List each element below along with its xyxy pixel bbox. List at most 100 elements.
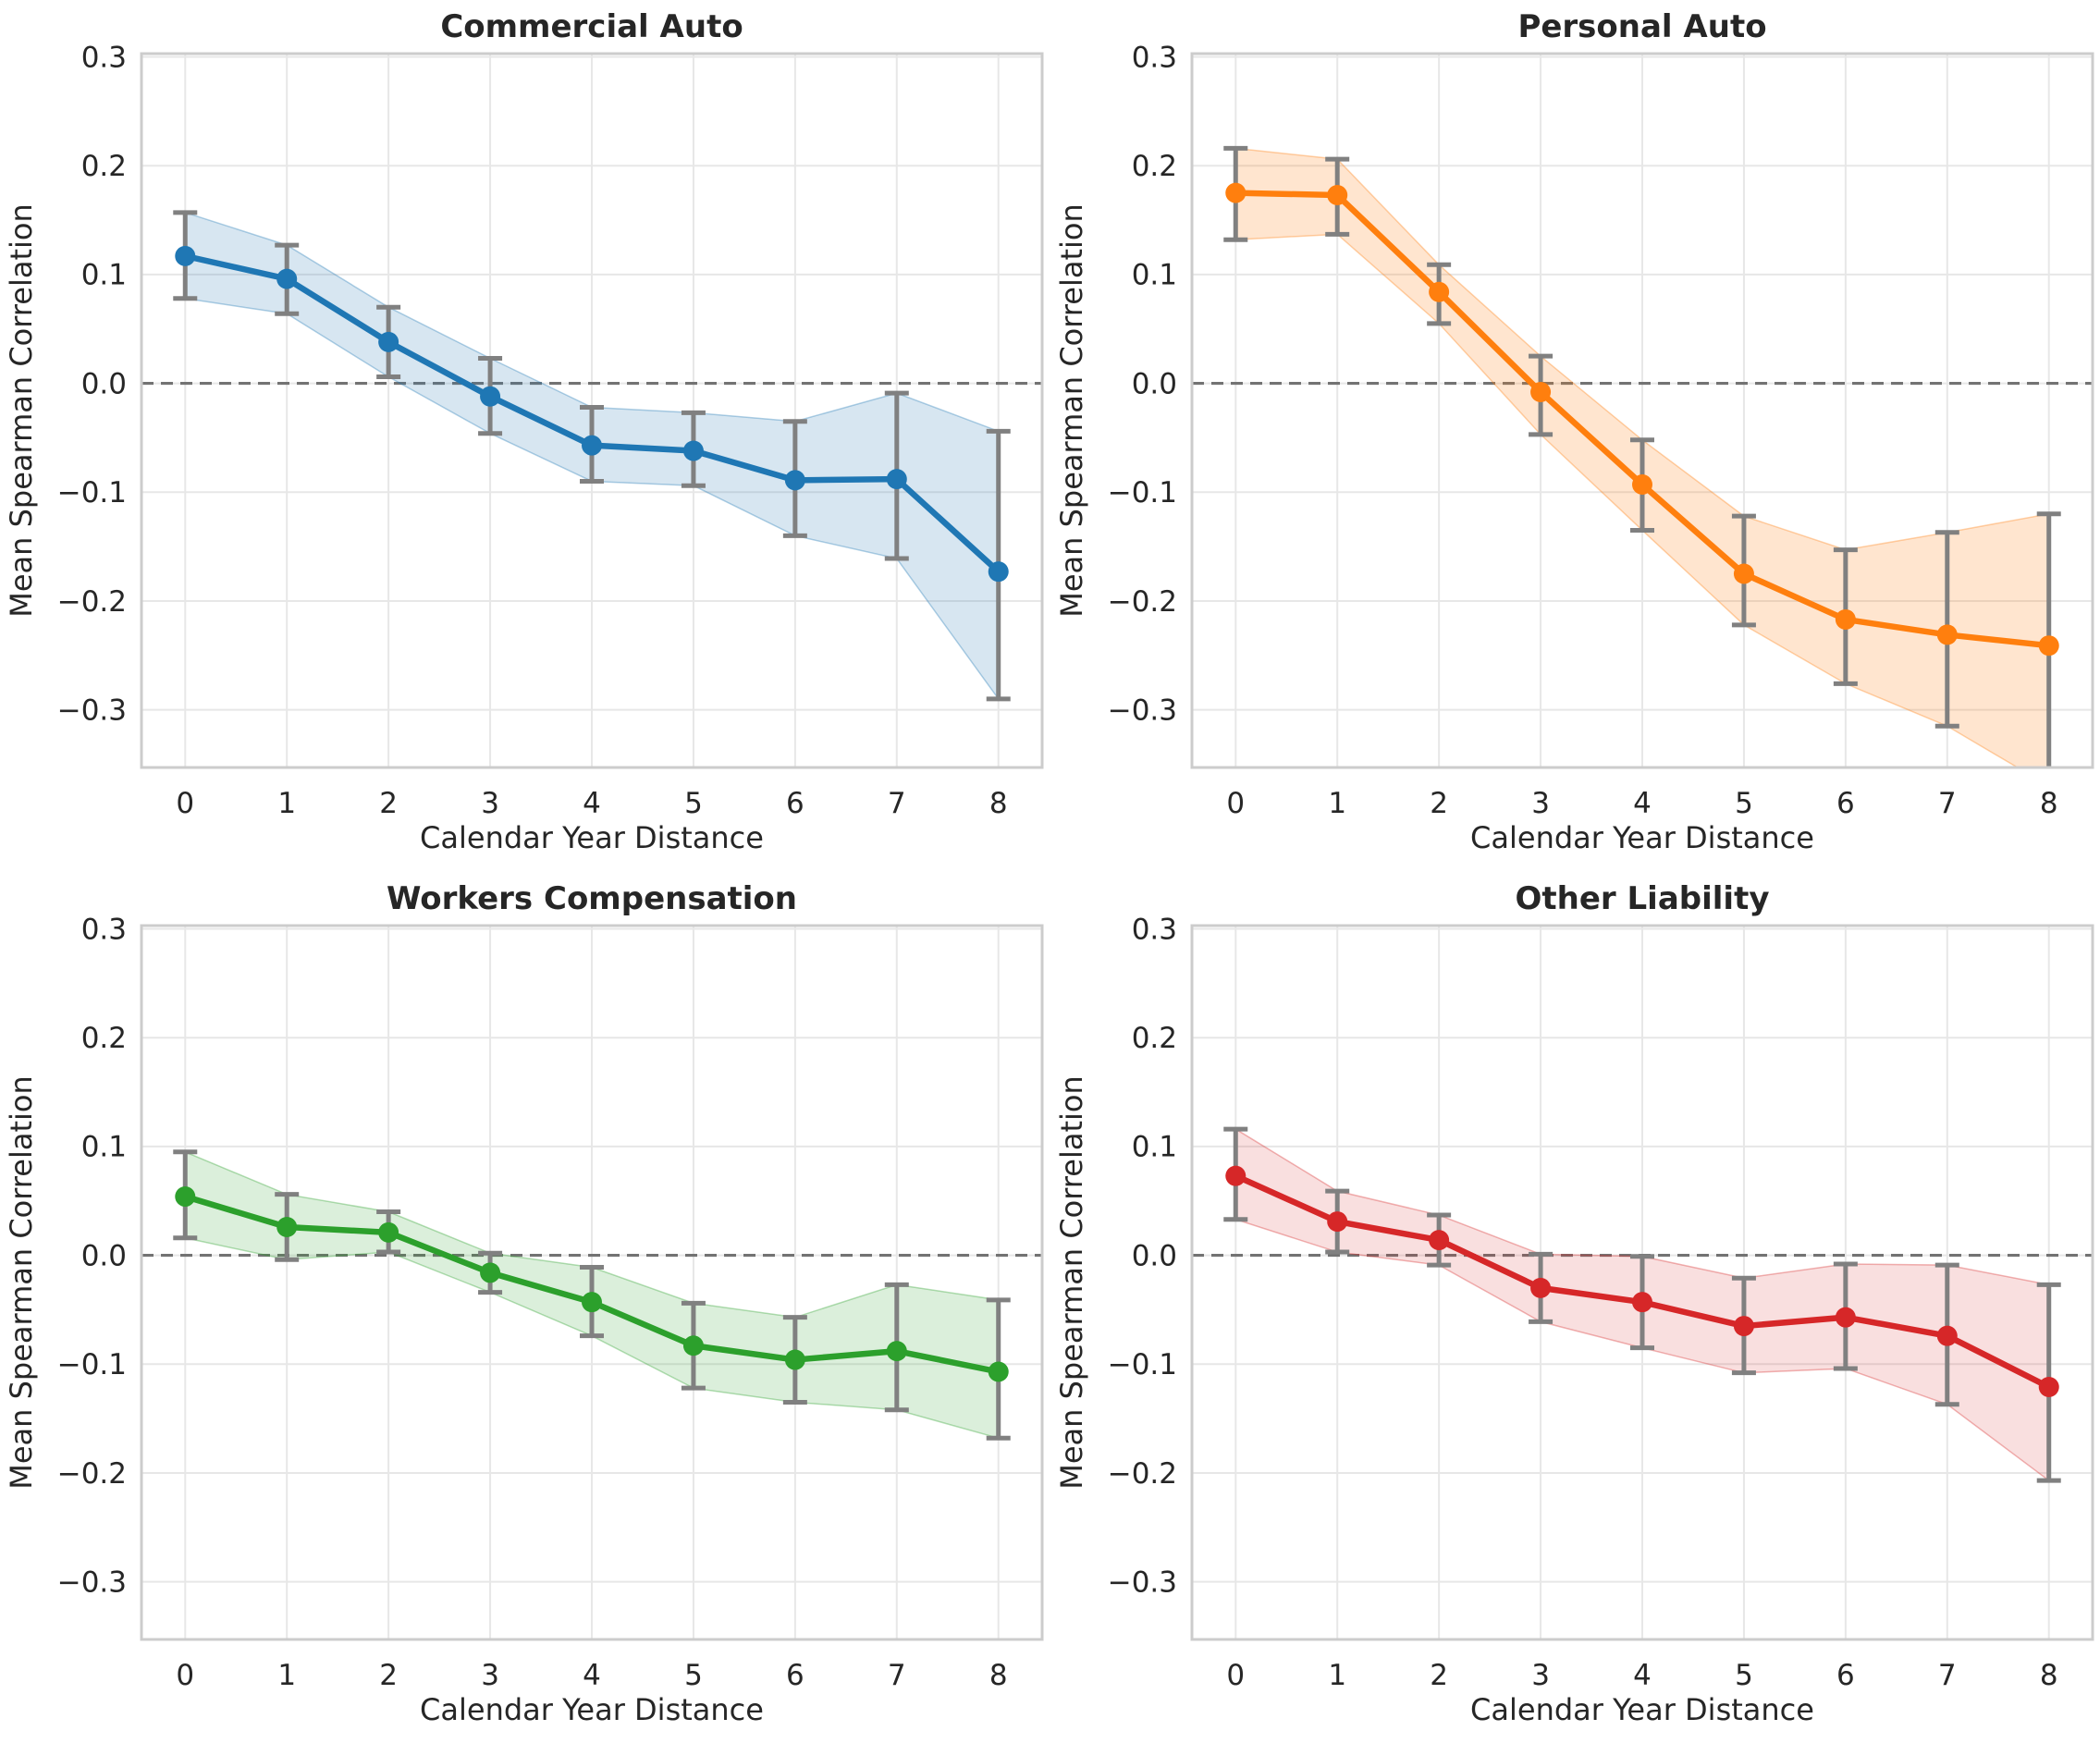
data-point — [1936, 624, 1958, 645]
markers — [1225, 1165, 2059, 1397]
data-point — [378, 1221, 399, 1243]
panel-commercial-auto: 0.3 0.2 0.1 0.0 −0.1 −0.2 −0.3 0 1 2 3 4 5 6 7 8 Commerc… — [0, 0, 1050, 871]
x-tick-label: 8 — [989, 787, 1008, 820]
data-point — [480, 386, 501, 407]
x-tick-label: 2 — [379, 1659, 398, 1692]
panel-personal-auto: 0.3 0.2 0.1 0.0 −0.1 −0.2 −0.3 0 1 2 3 4 5 6 7 8 Persona… — [1050, 0, 2100, 871]
y-axis-label: Mean Spearman Correlation — [1054, 203, 1089, 618]
x-axis-label: Calendar Year Distance — [420, 820, 764, 855]
x-tick-label: 7 — [888, 1659, 906, 1692]
x-tick-label: 5 — [1735, 1659, 1753, 1692]
panel-title: Commercial Auto — [440, 8, 743, 45]
y-tick-label: 0.2 — [81, 150, 127, 183]
plot-area — [1223, 145, 2061, 767]
data-point — [2038, 635, 2059, 657]
x-tick-label: 4 — [1633, 1659, 1652, 1692]
y-tick-label: 0.3 — [81, 41, 127, 74]
chart-commercial-auto: 0.3 0.2 0.1 0.0 −0.1 −0.2 −0.3 0 1 2 3 4 5 6 7 8 Commerc… — [4, 8, 1044, 855]
y-tick-label: −0.3 — [1108, 694, 1177, 727]
y-tick-label: 0.3 — [1132, 41, 1177, 74]
data-point — [1225, 1165, 1246, 1186]
x-tick-label: 6 — [786, 787, 804, 820]
y-tick-label: −0.3 — [1108, 1565, 1177, 1599]
y-axis-label: Mean Spearman Correlation — [4, 1075, 39, 1490]
chart-other-liability: 0.3 0.2 0.1 0.0 −0.1 −0.2 −0.3 0 1 2 3 4 5 6 7 8 Other L… — [1054, 880, 2094, 1727]
x-tick-label: 7 — [1938, 787, 1957, 820]
x-tick-label: 8 — [2040, 1659, 2058, 1692]
y-tick-label: 0.1 — [1132, 259, 1177, 292]
data-point — [1327, 1211, 1348, 1233]
x-tick-label: 7 — [1938, 1659, 1957, 1692]
data-point — [1429, 1230, 1450, 1251]
y-tick-label: −0.1 — [57, 1348, 127, 1381]
x-tick-label: 1 — [1328, 1659, 1346, 1692]
x-tick-label: 8 — [989, 1659, 1008, 1692]
x-tick-label: 3 — [481, 787, 499, 820]
x-tick-label: 0 — [176, 1659, 194, 1692]
chart-personal-auto: 0.3 0.2 0.1 0.0 −0.1 −0.2 −0.3 0 1 2 3 4 5 6 7 8 Persona… — [1054, 8, 2094, 855]
x-tick-label: 7 — [888, 787, 906, 820]
data-point — [1835, 608, 1856, 630]
y-tick-label: 0.0 — [1132, 1239, 1177, 1272]
data-point — [988, 561, 1009, 583]
plot-area — [1223, 1126, 2061, 1483]
data-point — [1530, 381, 1552, 402]
data-point — [682, 440, 704, 461]
y-tick-label: 0.0 — [81, 1239, 127, 1272]
x-tick-label: 5 — [684, 787, 703, 820]
data-point — [480, 1262, 501, 1283]
data-point — [784, 1349, 805, 1370]
x-tick-label: 2 — [1430, 787, 1448, 820]
data-point — [1429, 281, 1450, 302]
markers — [175, 1186, 1009, 1382]
y-tick-label: −0.2 — [57, 585, 127, 619]
y-tick-label: 0.2 — [1132, 1022, 1177, 1055]
data-point — [175, 1186, 196, 1208]
data-point — [1530, 1277, 1552, 1298]
x-tick-label: 8 — [2040, 787, 2058, 820]
data-point — [886, 1341, 907, 1362]
y-tick-label: 0.0 — [81, 367, 127, 400]
y-tick-label: 0.1 — [1132, 1131, 1177, 1164]
panel-workers-compensation: 0.3 0.2 0.1 0.0 −0.1 −0.2 −0.3 0 1 2 3 4 5 6 7 8 Workers… — [0, 872, 1050, 1743]
y-tick-label: 0.2 — [1132, 150, 1177, 183]
x-tick-label: 6 — [1836, 1659, 1855, 1692]
data-point — [276, 268, 298, 289]
data-point — [582, 1292, 602, 1313]
y-tick-label: 0.3 — [81, 913, 127, 946]
x-tick-label: 1 — [1328, 787, 1346, 820]
data-point — [1632, 1292, 1652, 1313]
y-tick-label: −0.1 — [1108, 1348, 1177, 1381]
x-axis-label: Calendar Year Distance — [1470, 820, 1814, 855]
x-tick-label: 6 — [1836, 787, 1855, 820]
plot-area — [173, 1149, 1011, 1441]
x-tick-label: 0 — [1226, 787, 1245, 820]
y-tick-label: −0.3 — [57, 1565, 127, 1599]
y-tick-label: −0.1 — [1108, 476, 1177, 509]
data-point — [1835, 1307, 1856, 1328]
panel-title: Workers Compensation — [387, 880, 797, 917]
x-axis-label: Calendar Year Distance — [420, 1692, 764, 1727]
y-tick-label: −0.2 — [57, 1457, 127, 1491]
data-point — [784, 470, 805, 491]
x-tick-label: 1 — [277, 1659, 296, 1692]
data-point — [1225, 182, 1246, 203]
data-point — [2038, 1376, 2059, 1397]
axes-frame — [1190, 52, 2094, 769]
x-tick-label: 2 — [379, 787, 398, 820]
plot-area — [173, 210, 1011, 702]
y-axis-label: Mean Spearman Correlation — [4, 203, 39, 618]
x-tick-label: 4 — [583, 1659, 601, 1692]
x-tick-label: 4 — [583, 787, 601, 820]
y-tick-label: −0.3 — [57, 694, 127, 727]
y-tick-label: −0.2 — [1108, 1457, 1177, 1491]
x-tick-label: 0 — [176, 787, 194, 820]
x-tick-label: 2 — [1430, 1659, 1448, 1692]
y-tick-label: 0.2 — [81, 1022, 127, 1055]
data-point — [1733, 1316, 1754, 1337]
data-point — [1327, 184, 1348, 205]
y-tick-label: 0.1 — [81, 1131, 127, 1164]
x-tick-label: 1 — [277, 787, 296, 820]
error-bars — [1223, 145, 2061, 767]
